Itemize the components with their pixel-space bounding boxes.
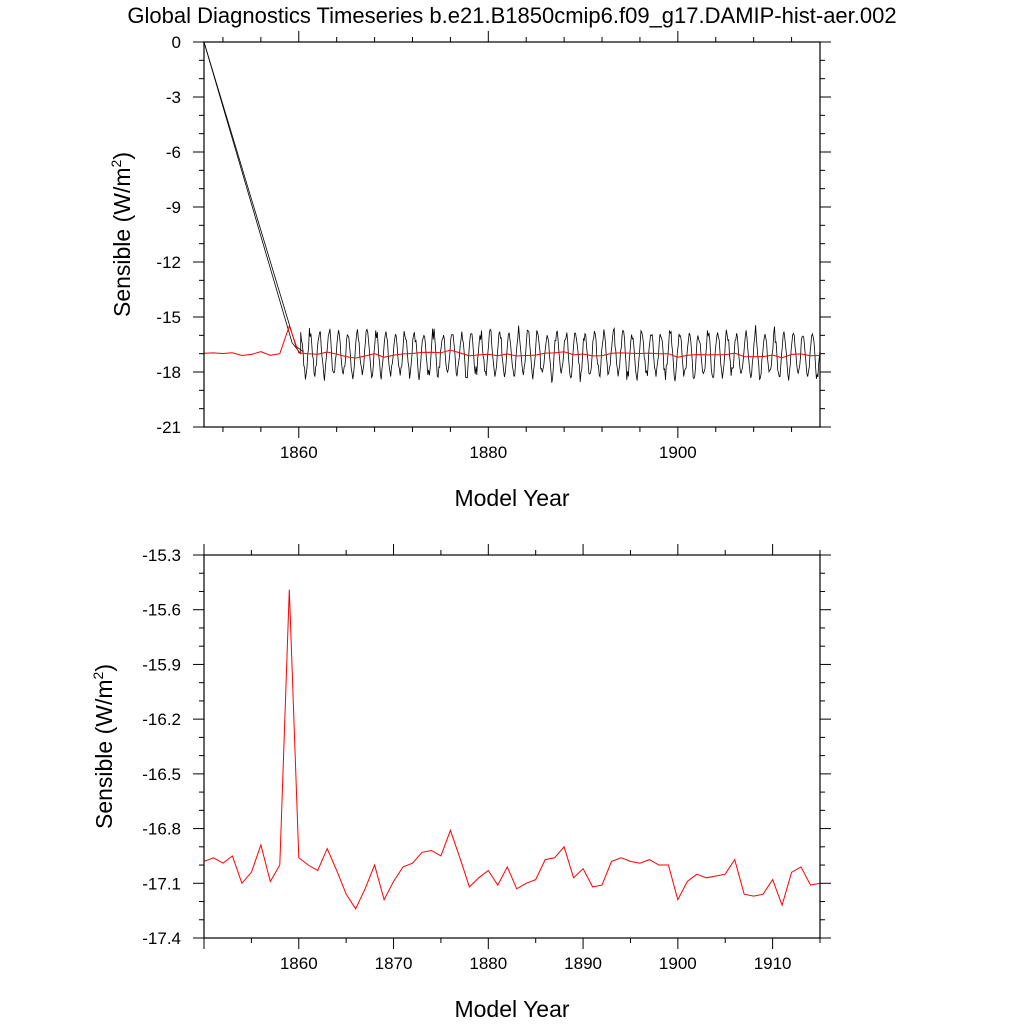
y-tick-label: -15.9 [142,655,181,674]
monthly-series-line [204,42,820,383]
y-tick-label: -15.6 [142,601,181,620]
annual-series-line [204,324,820,359]
y-tick-label: -16.8 [142,820,181,839]
y-axis-title-close: ) [109,152,135,160]
y-tick-label: -9 [166,198,181,217]
plot-frame [203,41,821,428]
y-tick-label: -17.1 [142,874,181,893]
x-tick-label: 1880 [469,443,507,462]
y-axis-title-main: Sensible (W/m [109,167,135,317]
plot-area [204,589,820,910]
x-tick-label: 1860 [280,443,318,462]
y-tick-label: -3 [166,88,181,107]
y-tick-label: -15 [156,308,181,327]
page-title: Global Diagnostics Timeseries b.e21.B185… [127,3,897,28]
y-tick-label: -21 [156,418,181,437]
y-axis-title-sup: 2 [90,671,106,679]
y-axis-title: Sensible (W/m2) [108,152,135,317]
x-tick-label: 1900 [659,954,697,973]
bottom-panel: 1860 1870 1880 1890 1900 1910 -15.3 -15.6 -15.9 -… [90,544,831,1022]
annual-series-line [204,589,820,910]
y-axis-title: Sensible (W/m2) [90,664,117,829]
plot-frame [203,554,821,939]
y-tick-label: -18 [156,363,181,382]
x-tick-label: 1900 [659,443,697,462]
y-tick-label: -6 [166,143,181,162]
x-tick-label: 1910 [754,954,792,973]
x-tick-label: 1890 [564,954,602,973]
y-tick-label: -16.5 [142,765,181,784]
monthly-series-ramp [204,42,304,353]
y-axis-title-close: ) [91,664,117,672]
x-tick-label: 1880 [469,954,507,973]
y-tick-label: -17.4 [142,929,181,948]
y-tick-label: 0 [172,33,181,52]
x-tick-label: 1870 [375,954,413,973]
y-axis-title-sup: 2 [108,159,124,167]
y-tick-label: -15.3 [142,546,181,565]
x-axis-title: Model Year [454,485,569,511]
y-axis-title-main: Sensible (W/m [91,679,117,829]
x-axis-title: Model Year [454,996,569,1022]
plot-area [204,42,820,383]
y-tick-label: -12 [156,253,181,272]
x-tick-label: 1860 [280,954,318,973]
y-tick-label: -16.2 [142,710,181,729]
top-panel: 1860 1880 1900 0 -3 -6 -9 -12 -15 -18 -21 Model Yea… [108,31,831,511]
